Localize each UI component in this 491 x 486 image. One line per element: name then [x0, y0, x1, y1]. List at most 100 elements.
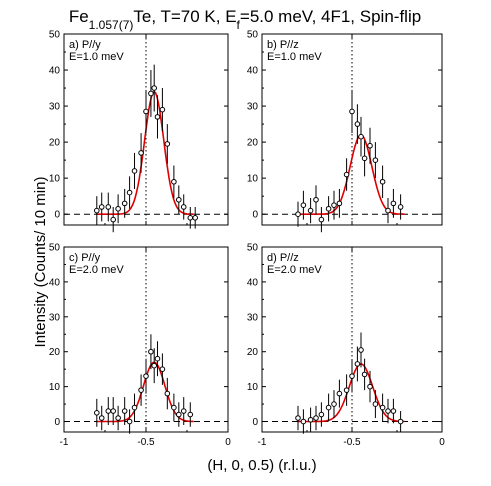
data-point: [361, 371, 368, 378]
data-point: [307, 207, 314, 214]
title-subscript: 1.057(7): [89, 18, 134, 32]
data-point: [331, 202, 337, 208]
data-point: [385, 207, 391, 214]
data-point: [307, 416, 314, 423]
data-point: [358, 347, 364, 353]
x-tick-label: 0: [225, 437, 231, 448]
data-point: [115, 205, 121, 212]
y-tick-label: 20: [49, 347, 61, 358]
data-point: [176, 196, 182, 203]
panel-0: 0 10 20 30 40 50 a) P//yE=1.0 meV: [49, 30, 229, 233]
data-point: [187, 214, 194, 221]
panel-label: b) P//z: [267, 39, 299, 51]
data-point: [171, 404, 177, 411]
data-point: [110, 408, 116, 414]
data-point: [343, 171, 350, 178]
data-point: [131, 404, 138, 411]
y-tick-label: 50: [247, 30, 259, 41]
data-point: [336, 390, 343, 397]
data-point: [159, 366, 166, 372]
y-axis-label: Intensity (Counts/ 10 min): [32, 177, 49, 348]
energy-label: E=2.0 meV: [69, 264, 124, 276]
title-subscript-2: f: [237, 18, 241, 32]
fit-curve: [298, 133, 405, 215]
y-tick-label: 50: [49, 30, 61, 41]
data-point: [180, 204, 187, 210]
y-tick-label: 40: [49, 66, 61, 77]
data-point: [367, 142, 373, 149]
x-tick-label: -0.5: [137, 437, 155, 448]
data-point: [105, 408, 112, 414]
data-point: [159, 106, 166, 113]
data-point: [354, 121, 361, 127]
title-rest: =5.0 meV, 4F1, Spin-flip: [240, 7, 421, 26]
data-point: [372, 157, 379, 163]
data-point: [126, 418, 133, 425]
panels-group: 0 10 20 30 40 50 a) P//yE=1.0 meV 0 10 20 30 40 50 b)…: [49, 30, 445, 449]
panel-label: a) P//y: [69, 39, 101, 51]
data-point: [126, 189, 133, 196]
data-point: [171, 178, 177, 185]
data-point: [385, 408, 391, 414]
energy-label: E=2.0 meV: [267, 264, 322, 276]
data-point: [313, 415, 319, 421]
data-point: [300, 202, 307, 208]
y-tick-label: 0: [252, 417, 258, 428]
data-point: [121, 408, 128, 414]
data-point: [105, 204, 112, 210]
data-point: [361, 155, 368, 162]
data-point: [358, 133, 364, 140]
data-point: [110, 216, 116, 223]
y-tick-label: 30: [49, 102, 61, 113]
data-point: [349, 373, 355, 379]
data-point: [397, 418, 404, 425]
y-tick-label: 30: [247, 312, 259, 323]
y-tick-label: 50: [247, 243, 259, 254]
x-tick-label: -1: [60, 437, 69, 448]
y-tick-label: 10: [247, 174, 259, 185]
chart-title: Fe1.057(7)Te, T=70 K, Ef=5.0 meV, 4F1, S…: [69, 7, 421, 32]
panel-label: d) P//z: [267, 252, 299, 264]
data-point: [151, 85, 157, 91]
data-point: [176, 411, 182, 418]
y-tick-label: 10: [247, 382, 259, 393]
data-point: [138, 150, 144, 156]
data-point: [192, 214, 198, 221]
data-point: [164, 141, 171, 147]
data-point: [148, 348, 154, 355]
y-tick-label: 30: [49, 312, 61, 323]
y-tick-label: 40: [247, 66, 259, 77]
y-tick-label: 20: [247, 347, 259, 358]
data-point: [98, 204, 105, 210]
data-point: [295, 415, 301, 421]
data-point: [151, 362, 157, 369]
y-tick-label: 50: [49, 243, 61, 254]
data-point: [313, 196, 319, 203]
data-point: [187, 411, 194, 418]
y-tick-label: 0: [54, 417, 60, 428]
y-tick-label: 20: [49, 138, 61, 149]
y-tick-label: 0: [252, 210, 258, 221]
energy-label: E=1.0 meV: [69, 51, 124, 63]
data-point: [98, 415, 105, 421]
x-tick-label: -0.5: [343, 437, 361, 448]
data-point: [94, 410, 100, 416]
y-tick-label: 40: [49, 277, 61, 288]
data-point: [131, 168, 138, 174]
panel-1: 0 10 20 30 40 50 b) P//zE=1.0 meV: [247, 30, 443, 233]
data-point: [94, 207, 100, 214]
data-point: [318, 411, 325, 418]
data-point: [180, 408, 187, 414]
data-point: [390, 408, 397, 414]
data-point: [318, 216, 325, 223]
data-point: [390, 200, 397, 207]
y-tick-label: 10: [49, 174, 61, 185]
title-base: Fe: [69, 7, 89, 26]
x-tick-label: -1: [258, 437, 267, 448]
x-axis-label: (H, 0, 0.5) (r.l.u.): [207, 457, 316, 474]
y-tick-label: 20: [247, 138, 259, 149]
data-point: [121, 200, 128, 207]
data-point: [295, 211, 301, 217]
data-point: [154, 114, 161, 120]
